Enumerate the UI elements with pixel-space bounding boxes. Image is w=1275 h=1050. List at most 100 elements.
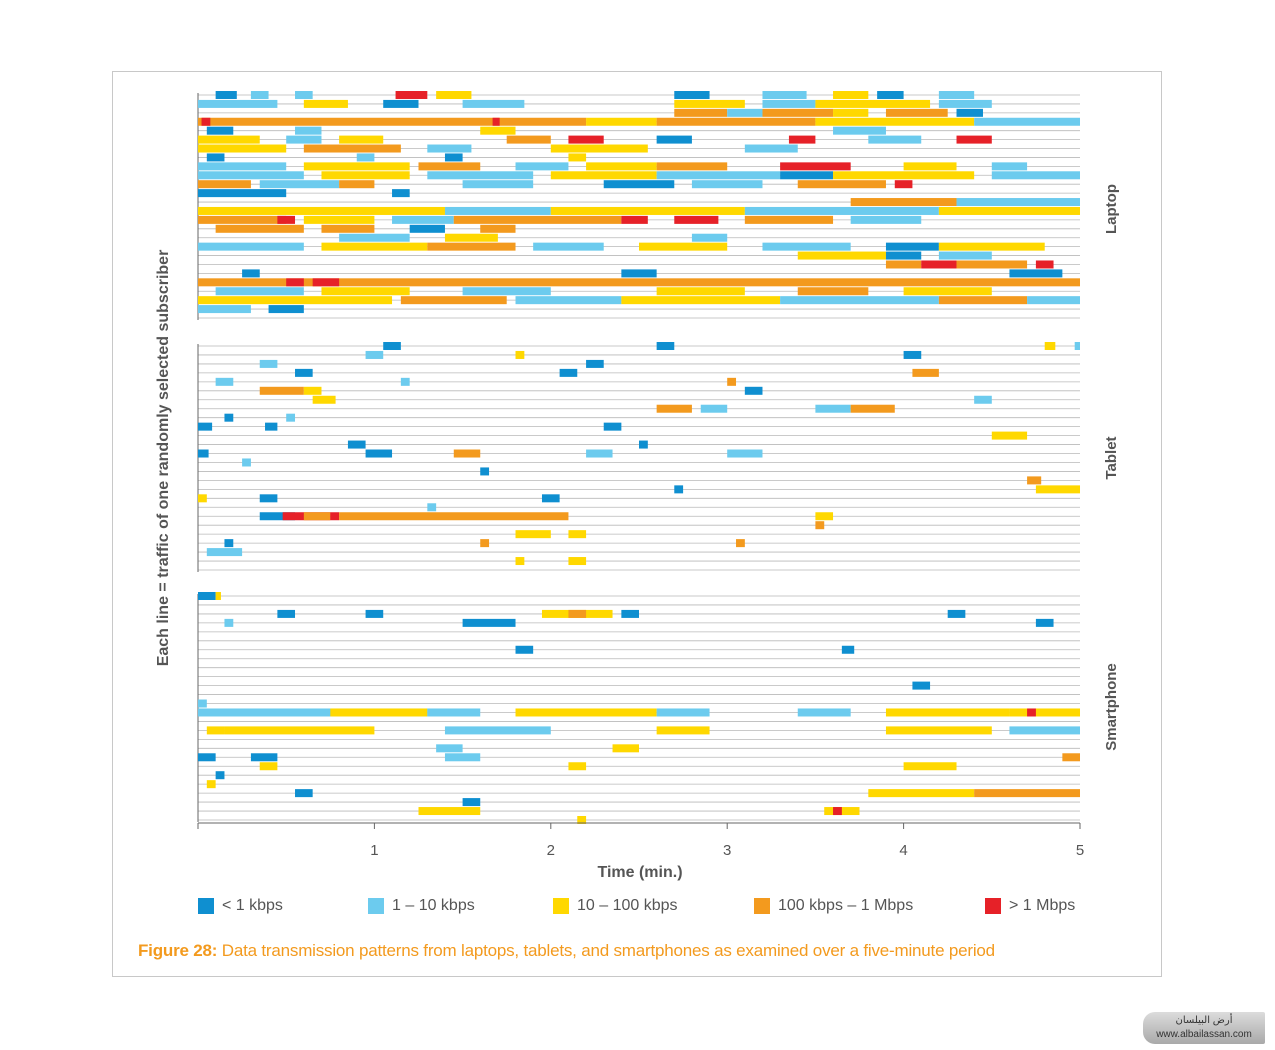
data-segment [198, 305, 251, 314]
data-segment [480, 224, 516, 233]
data-segment [568, 153, 587, 162]
data-segment [833, 171, 975, 180]
data-segment [603, 180, 675, 189]
data-segment [480, 126, 516, 135]
data-segment [621, 215, 648, 224]
data-segment [894, 180, 913, 189]
data-segment [656, 135, 692, 144]
legend-label: > 1 Mbps [1009, 897, 1076, 914]
data-segment [586, 117, 657, 126]
data-segment [400, 377, 410, 386]
data-segment [515, 162, 569, 171]
data-segment [515, 296, 622, 305]
data-segment [991, 431, 1028, 440]
data-segment [462, 180, 534, 189]
data-segment [515, 708, 657, 717]
data-segment [427, 144, 472, 153]
data-segment [1027, 476, 1042, 485]
data-segment [198, 422, 213, 431]
data-segment [392, 215, 454, 224]
data-segment [395, 91, 428, 99]
data-segment [303, 512, 331, 521]
data-segment [1035, 618, 1054, 627]
data-segment [903, 287, 992, 296]
data-segment [541, 494, 560, 503]
data-segment [744, 144, 798, 153]
data-segment [568, 135, 604, 144]
data-segment [621, 269, 657, 278]
data-segment [1009, 726, 1080, 735]
data-segment [656, 726, 710, 735]
legend-item: 1 – 10 kbps [368, 897, 475, 915]
caption-label: Figure 28: [138, 941, 218, 960]
data-segment [877, 91, 904, 99]
data-segment [938, 99, 992, 108]
panel-label: Laptop [1103, 184, 1120, 234]
data-segment [656, 708, 710, 717]
data-segment [1035, 485, 1080, 494]
data-segment [303, 386, 322, 395]
data-segment [885, 251, 922, 260]
data-segment [198, 592, 216, 600]
data-segment [736, 539, 745, 548]
x-tick-label: 2 [547, 842, 555, 859]
data-segment [201, 117, 211, 126]
data-segment [674, 215, 719, 224]
data-segment [347, 440, 366, 449]
data-segment [365, 609, 384, 618]
data-segment [797, 251, 886, 260]
data-segment [215, 287, 304, 296]
data-segment [215, 224, 304, 233]
data-segment [903, 350, 922, 359]
data-segment [727, 449, 763, 458]
data-segment [947, 609, 966, 618]
data-segment [559, 368, 578, 377]
data-segment [833, 807, 842, 816]
data-segment [515, 645, 534, 654]
data-segment [639, 242, 728, 251]
data-segment [215, 592, 221, 600]
data-segment [850, 215, 922, 224]
data-segment [286, 413, 296, 422]
data-segment [224, 726, 375, 735]
data-segment [198, 215, 287, 224]
data-segment [691, 233, 728, 242]
watermark-line1: أرض البيلسان [1175, 1015, 1233, 1026]
data-segment [788, 135, 816, 144]
data-segment [700, 404, 728, 413]
data-segment [744, 206, 939, 215]
data-segment [974, 789, 1080, 798]
data-segment [515, 557, 525, 566]
data-segment [198, 278, 1080, 287]
data-segment [480, 539, 490, 548]
data-segment [259, 180, 340, 189]
data-segment [903, 762, 957, 771]
x-tick-label: 1 [370, 842, 378, 859]
data-segment [312, 395, 336, 404]
data-segment [780, 171, 834, 180]
data-segment [762, 91, 807, 99]
data-segment [656, 287, 745, 296]
data-segment [321, 224, 375, 233]
data-segment [727, 108, 763, 117]
x-tick-label: 3 [723, 842, 731, 859]
data-segment [444, 206, 551, 215]
data-segment [259, 359, 278, 368]
data-segment [550, 144, 648, 153]
data-segment [674, 99, 745, 108]
legend: < 1 kbps 1 – 10 kbps 10 – 100 kbps 100 kbps… [198, 897, 1088, 923]
legend-item: > 1 Mbps [985, 897, 1075, 915]
data-segment [198, 206, 445, 215]
legend-label: 1 – 10 kbps [392, 897, 475, 914]
data-segment [427, 242, 516, 251]
data-segment [206, 780, 216, 789]
data-segment [956, 108, 983, 117]
data-segment [198, 135, 260, 144]
data-segment [339, 135, 384, 144]
data-segment [621, 296, 781, 305]
data-segment [277, 215, 296, 224]
data-segment [206, 726, 225, 735]
data-segment [303, 215, 375, 224]
data-segment [444, 753, 481, 762]
